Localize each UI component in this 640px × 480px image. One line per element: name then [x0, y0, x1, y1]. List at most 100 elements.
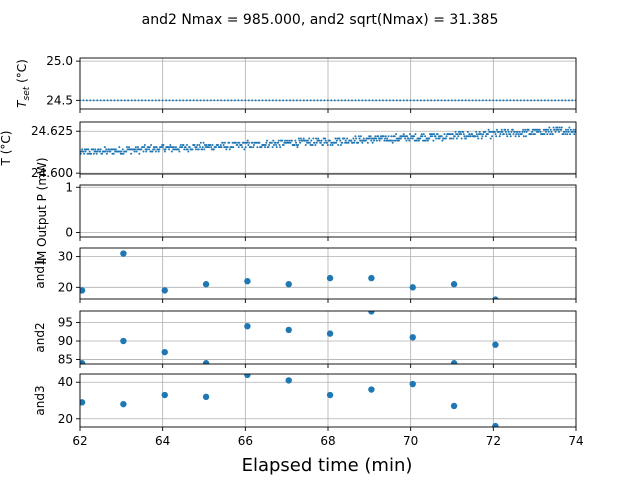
data-point-temp-503 — [426, 137, 429, 140]
chart-title: and2 Nmax = 985.000, and2 sqrt(Nmax) = 3… — [142, 12, 499, 28]
data-point-temp-132 — [170, 146, 173, 149]
data-point-temp-454 — [392, 135, 395, 138]
data-point-temp-655 — [531, 130, 534, 133]
data-point-temp-200 — [217, 143, 220, 146]
data-point-temp-173 — [198, 143, 201, 146]
data-point-temp-582 — [480, 137, 483, 140]
panel-power: 0 1 IM Output P (mW) — [35, 157, 577, 265]
data-point-temp-56 — [117, 150, 120, 153]
data-point-temp-157 — [187, 150, 190, 153]
data-point-tset-129 — [523, 99, 526, 102]
data-point-tset-143 — [571, 99, 574, 102]
data-point-tset-47 — [240, 99, 243, 102]
data-point-temp-168 — [194, 148, 197, 151]
data-point-temp-5 — [82, 150, 85, 153]
data-point-temp-433 — [377, 137, 380, 140]
data-point-temp-327 — [304, 143, 307, 146]
data-point-temp-86 — [138, 152, 141, 155]
data-point-tset-139 — [557, 99, 560, 102]
data-point-temp-518 — [436, 133, 439, 136]
data-point-temp-493 — [419, 137, 422, 140]
data-point-temp-473 — [405, 139, 408, 142]
data-point-temp-107 — [152, 146, 155, 149]
panel-tset: 24.5 25.0 Tset (°C) — [15, 54, 577, 113]
data-point-temp-105 — [151, 150, 154, 153]
data-point-temp-214 — [226, 146, 229, 149]
data-point-tset-2 — [85, 99, 88, 102]
data-point-temp-587 — [484, 130, 487, 133]
data-point-temp-131 — [169, 143, 172, 146]
data-point-temp-430 — [375, 139, 378, 142]
data-point-temp-243 — [246, 139, 249, 142]
data-point-temp-133 — [170, 150, 173, 153]
data-point-tset-97 — [412, 99, 415, 102]
data-point-temp-468 — [402, 135, 405, 138]
data-point-tset-50 — [251, 99, 254, 102]
data-point-temp-424 — [371, 141, 374, 144]
data-point-temp-546 — [455, 137, 458, 140]
data-point-temp-239 — [243, 141, 246, 144]
data-point-temp-608 — [498, 135, 501, 138]
data-point-temp-370 — [334, 137, 337, 140]
data-point-temp-383 — [343, 137, 346, 140]
data-point-temp-472 — [404, 135, 407, 138]
data-point-temp-93 — [143, 146, 146, 149]
data-point-tset-126 — [512, 99, 515, 102]
data-point-tset-72 — [326, 99, 329, 102]
data-point-temp-566 — [469, 135, 472, 138]
data-point-temp-694 — [558, 130, 561, 133]
data-point-temp-501 — [424, 139, 427, 142]
data-point-temp-520 — [437, 135, 440, 138]
data-point-tset-82 — [361, 99, 364, 102]
data-point-temp-299 — [285, 141, 288, 144]
data-point-temp-377 — [339, 139, 342, 142]
data-point-temp-596 — [490, 130, 493, 133]
data-point-temp-220 — [230, 146, 233, 149]
data-point-temp-274 — [268, 143, 271, 146]
data-point-temp-538 — [450, 137, 453, 140]
data-point-temp-511 — [431, 133, 434, 136]
data-point-temp-644 — [523, 130, 526, 133]
data-point-tset-27 — [171, 99, 174, 102]
data-point-temp-8 — [84, 150, 87, 153]
data-point-temp-347 — [318, 139, 321, 142]
data-point-temp-172 — [197, 148, 200, 151]
data-point-tset-99 — [419, 99, 422, 102]
data-point-temp-217 — [228, 148, 231, 151]
xtick-label-1: 64 — [155, 434, 170, 448]
data-point-temp-603 — [495, 135, 498, 138]
data-point-temp-597 — [491, 135, 494, 138]
data-point-temp-507 — [428, 133, 431, 136]
data-point-temp-285 — [275, 146, 278, 149]
data-point-temp-662 — [535, 130, 538, 133]
data-point-temp-437 — [380, 137, 383, 140]
data-point-temp-464 — [399, 135, 402, 138]
data-point-temp-22 — [94, 148, 97, 151]
data-point-temp-506 — [428, 137, 431, 140]
data-point-temp-167 — [194, 146, 197, 149]
data-point-temp-575 — [475, 133, 478, 136]
data-point-tset-107 — [447, 99, 450, 102]
data-point-temp-549 — [457, 130, 460, 133]
data-point-temp-71 — [128, 146, 131, 149]
points-tset — [80, 99, 576, 102]
data-point-temp-470 — [403, 135, 406, 138]
data-point-temp-703 — [564, 133, 567, 136]
data-point-tset-29 — [178, 99, 181, 102]
points-and1 — [80, 250, 499, 299]
data-point-temp-354 — [323, 141, 326, 144]
data-point-temp-504 — [426, 139, 429, 142]
data-point-temp-296 — [283, 141, 286, 144]
data-point-temp-667 — [539, 130, 542, 133]
data-point-temp-156 — [186, 148, 189, 151]
data-point-temp-228 — [236, 143, 239, 146]
data-point-temp-446 — [386, 139, 389, 142]
data-point-tset-104 — [437, 99, 440, 102]
data-point-temp-295 — [282, 143, 285, 146]
data-point-tset-88 — [381, 99, 384, 102]
data-point-and1-7 — [368, 274, 375, 282]
data-point-temp-192 — [211, 143, 214, 146]
ylabel-and2: and2 — [33, 322, 47, 352]
data-point-tset-140 — [561, 99, 564, 102]
